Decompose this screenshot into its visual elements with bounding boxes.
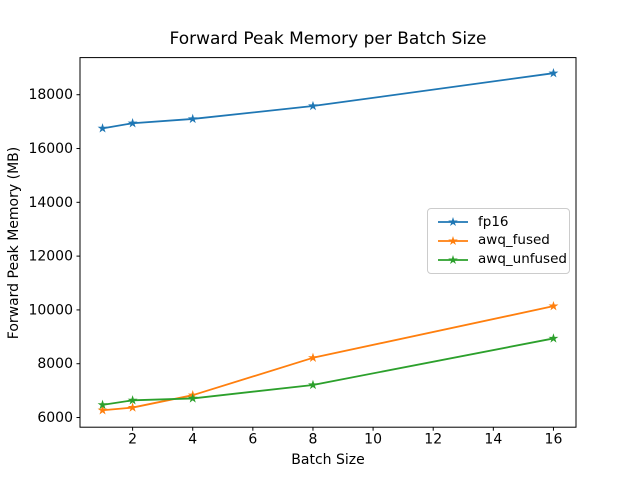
legend-entry-awq_fused: awq_fused [436, 232, 561, 251]
series-fp16-marker [97, 123, 108, 133]
legend-entry-awq_unfused: awq_unfused [436, 250, 567, 269]
y-tick-label: 14000 [28, 195, 73, 211]
series-awq_unfused-marker [97, 399, 108, 410]
y-tick-label: 6000 [37, 410, 73, 426]
series-awq_unfused-marker [127, 395, 138, 405]
legend-label-awq_unfused: awq_unfused [478, 250, 567, 267]
legend-marker-awq_unfused [438, 254, 468, 264]
series-awq_unfused-line [101, 337, 555, 406]
x-tick-label: 12 [424, 432, 442, 448]
x-tick-label: 6 [248, 432, 257, 448]
legend-label-awq_fused: awq_fused [478, 232, 550, 249]
series-fp16-line [101, 72, 555, 130]
series-awq_unfused [97, 333, 559, 410]
series-awq_fused-marker [97, 405, 108, 415]
series-fp16-marker [308, 100, 318, 111]
x-tick-label: 4 [188, 432, 197, 448]
legend-label-fp16: fp16 [478, 213, 509, 230]
x-tick-label: 14 [484, 432, 502, 448]
legend: fp16 awq_fused awq_unfused [427, 208, 570, 274]
y-tick-label: 18000 [28, 87, 73, 103]
series-fp16 [97, 68, 559, 133]
series-awq_fused-marker [308, 352, 318, 363]
series-fp16-marker [187, 113, 198, 124]
y-tick-label: 10000 [28, 302, 73, 318]
legend-marker-awq_fused [438, 236, 468, 246]
series-awq_fused-line [101, 305, 555, 412]
x-tick-label: 16 [545, 432, 563, 448]
series-awq_unfused-marker [187, 393, 198, 403]
y-tick-label: 12000 [28, 249, 73, 265]
series-awq_unfused-marker [548, 333, 559, 343]
y-tick-label: 16000 [28, 141, 73, 157]
series-awq_fused-marker [548, 300, 559, 311]
series-awq_fused-marker [127, 402, 138, 412]
x-tick-label: 10 [364, 432, 382, 448]
series-awq_fused [97, 300, 559, 415]
legend-entry-fp16: fp16 [436, 213, 561, 232]
x-tick-label: 2 [128, 432, 137, 448]
axes-frame [79, 57, 577, 428]
x-tick-label: 8 [309, 432, 318, 448]
series-awq_unfused-marker [308, 379, 318, 390]
series-fp16-marker [127, 118, 138, 128]
x-axis-label: Batch Size [291, 452, 365, 468]
series-fp16-marker [548, 68, 559, 78]
y-tick-label: 8000 [37, 356, 73, 372]
legend-marker-fp16 [438, 217, 468, 227]
chart-title: Forward Peak Memory per Batch Size [169, 29, 487, 49]
